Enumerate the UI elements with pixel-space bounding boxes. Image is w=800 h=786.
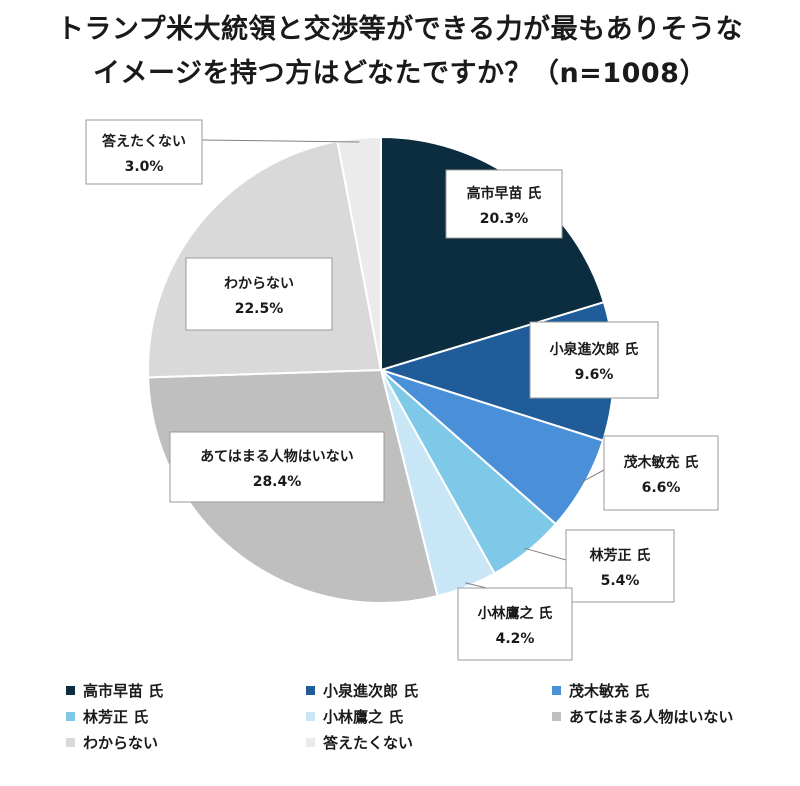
slice-label-value: 3.0% <box>125 159 164 175</box>
slice-label-category: わからない <box>224 276 294 292</box>
slice-label-value: 6.6% <box>642 480 681 496</box>
legend-swatch <box>66 738 75 747</box>
slice-label-category: 茂木敏充 氏 <box>624 454 699 471</box>
slice-label-6: あてはまる人物はいない 28.4% <box>169 431 385 503</box>
slice-label-box <box>529 321 659 399</box>
chart-title-line-2: イメージを持つ方はどなたですか？（n=1008） <box>93 58 707 89</box>
legend-item-8: 答えたくない <box>306 732 413 753</box>
legend-label: 答えたくない <box>323 734 414 752</box>
legend-item-1: 高市早苗 氏 <box>66 680 163 701</box>
slice-label-category: 高市早苗 氏 <box>467 185 542 202</box>
slice-label-box <box>185 257 333 331</box>
legend-label: わからない <box>83 734 159 752</box>
slice-label-value: 9.6% <box>575 367 614 383</box>
legend-item-6: あてはまる人物はいない <box>552 706 733 727</box>
leader-line-4 <box>524 547 567 561</box>
slice-label-box <box>169 431 385 503</box>
legend-item-4: 林芳正 氏 <box>66 706 148 727</box>
slice-label-category: 小林鷹之 氏 <box>478 605 553 622</box>
legend-swatch <box>66 686 75 695</box>
slice-label-2: 小泉進次郎 氏 9.6% <box>529 321 659 399</box>
slice-label-8: 答えたくない 3.0% <box>85 119 203 185</box>
slice-label-box <box>445 169 563 239</box>
slice-label-value: 5.4% <box>601 573 640 589</box>
legend-label: 高市早苗 氏 <box>83 682 164 700</box>
legend-label: 茂木敏充 氏 <box>569 682 650 700</box>
legend-label: 林芳正 氏 <box>83 708 149 726</box>
slice-label-7: わからない 22.5% <box>185 257 333 331</box>
legend-label: 小林鷹之 氏 <box>323 708 404 726</box>
slice-labels: 高市早苗 氏 20.3% 小泉進次郎 氏 9.6% 茂木敏充 氏 6.6% 林芳正 氏 5.4… <box>85 119 719 661</box>
legend-swatch <box>552 686 561 695</box>
slice-label-category: 答えたくない <box>102 133 186 150</box>
chart-title: トランプ米大統領と交渉等ができる力が最もありそうな イメージを持つ方はどなたです… <box>0 8 800 96</box>
slice-label-5: 小林鷹之 氏 4.2% <box>457 587 573 661</box>
slice-label-box <box>457 587 573 661</box>
slice-label-value: 22.5% <box>235 301 284 317</box>
slice-label-1: 高市早苗 氏 20.3% <box>445 169 563 239</box>
legend-swatch <box>306 712 315 721</box>
legend-swatch <box>552 712 561 721</box>
slice-label-box <box>85 119 203 185</box>
leader-line-8 <box>201 139 360 143</box>
leader-line-3 <box>580 469 605 484</box>
legend-label: あてはまる人物はいない <box>569 708 734 726</box>
slice-label-category: 林芳正 氏 <box>590 547 651 564</box>
slice-label-category: 小泉進次郎 氏 <box>550 341 639 358</box>
slice-label-value: 28.4% <box>253 474 302 490</box>
slice-label-category: あてはまる人物はいない <box>200 448 353 465</box>
legend-item-7: わからない <box>66 732 158 753</box>
slice-label-value: 20.3% <box>480 211 529 227</box>
slice-label-box <box>603 435 719 511</box>
legend-item-2: 小泉進次郎 氏 <box>306 680 418 701</box>
legend-swatch <box>306 738 315 747</box>
legend-item-5: 小林鷹之 氏 <box>306 706 403 727</box>
chart-title-line-1: トランプ米大統領と交渉等ができる力が最もありそうな <box>56 14 744 45</box>
legend-label: 小泉進次郎 氏 <box>323 682 419 700</box>
legend-swatch <box>306 686 315 695</box>
slice-label-value: 4.2% <box>496 631 535 647</box>
legend-swatch <box>66 712 75 721</box>
pie-slice-8 <box>336 135 382 371</box>
slice-label-3: 茂木敏充 氏 6.6% <box>603 435 719 511</box>
slice-label-box <box>565 529 675 603</box>
legend-item-3: 茂木敏充 氏 <box>552 680 649 701</box>
slice-label-4: 林芳正 氏 5.4% <box>565 529 675 603</box>
